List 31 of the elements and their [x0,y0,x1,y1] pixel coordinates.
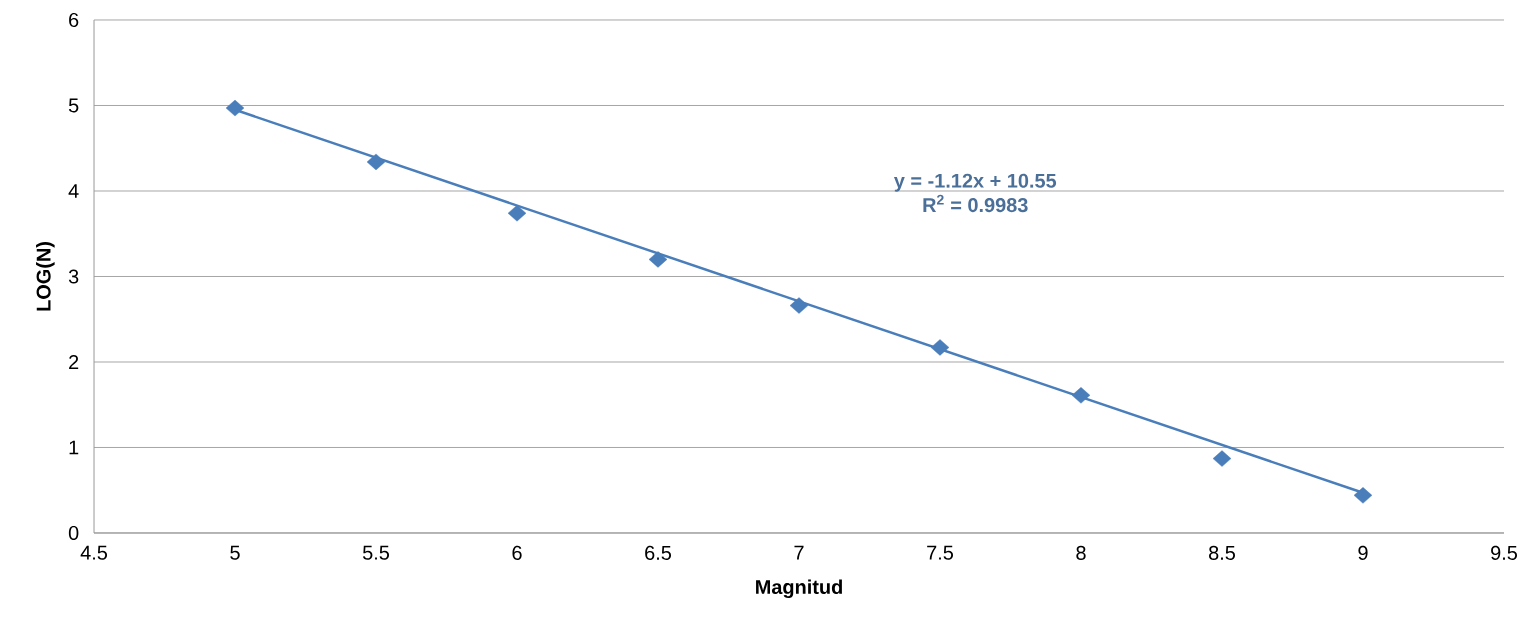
x-axis-title: Magnitud [756,579,842,599]
point [930,339,950,356]
x-tick-label: 7 [794,545,804,560]
point [225,99,245,117]
x-tick-label: 6 [512,545,522,560]
point [507,205,527,222]
x-tick-label: 9 [1358,545,1368,560]
point [1212,450,1232,467]
x-tick-label: 8 [1076,545,1086,560]
y-tick-label: 0 [68,525,79,541]
x-tick-label: 8.5 [1209,545,1236,560]
y-axis-title: LOG(N) [36,242,55,311]
x-tick-label: 9.5 [1491,545,1518,560]
point [366,153,386,171]
annotation: y = -1.12x + 10.55 [893,173,1057,192]
x-tick-label: 7.5 [927,545,954,560]
x-tick-label: 5 [230,545,240,560]
annotation: R$^{2}$ = 0.9983 [923,194,1028,213]
y-tick-label: 2 [69,355,79,369]
x-tick-label: 6.5 [645,545,672,560]
y-tick-label: 4 [68,184,79,198]
point [789,297,809,314]
y-tick-label: 6 [69,12,79,28]
point [1071,387,1091,404]
x-tick-label: 4.5 [80,545,108,560]
y-tick-label: 5 [68,98,79,113]
point [648,251,668,268]
y-tick-label: 3 [68,269,79,284]
x-tick-label: 5.5 [362,545,390,560]
y-tick-label: 1 [69,440,79,455]
point [1353,487,1373,504]
